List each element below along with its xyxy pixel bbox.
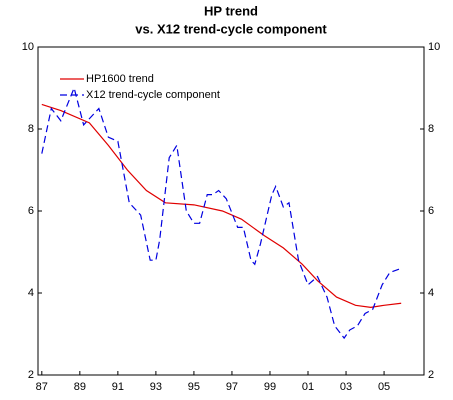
series-line <box>41 103 402 308</box>
y-tick-label: 10 <box>22 41 34 53</box>
x-tick-label: 93 <box>150 381 162 393</box>
x-tick-label: 03 <box>340 381 352 393</box>
y2-tick-label: 4 <box>428 287 434 299</box>
y-tick-label: 6 <box>28 205 34 217</box>
y2-tick-label: 8 <box>428 123 434 135</box>
x-tick-label: 91 <box>112 381 124 393</box>
y-tick-label: 2 <box>28 369 34 381</box>
series-line <box>41 86 402 340</box>
x-tick-label: 87 <box>36 381 48 393</box>
x-tick-label: 89 <box>74 381 86 393</box>
y2-tick-label: 10 <box>428 41 440 53</box>
y-tick-label: 4 <box>28 287 34 299</box>
x-tick-label: 01 <box>302 381 314 393</box>
chart-subtitle: vs. X12 trend-cycle component <box>135 21 327 36</box>
y2-tick-label: 6 <box>428 205 434 217</box>
legend-label: HP1600 trend <box>86 73 154 85</box>
chart-title: HP trend <box>204 3 258 18</box>
y-tick-label: 8 <box>28 123 34 135</box>
x-tick-label: 99 <box>264 381 276 393</box>
legend-label: X12 trend-cycle component <box>86 89 220 101</box>
y2-tick-label: 2 <box>428 369 434 381</box>
x-tick-label: 95 <box>188 381 200 393</box>
x-tick-label: 97 <box>226 381 238 393</box>
x-tick-label: 05 <box>378 381 390 393</box>
